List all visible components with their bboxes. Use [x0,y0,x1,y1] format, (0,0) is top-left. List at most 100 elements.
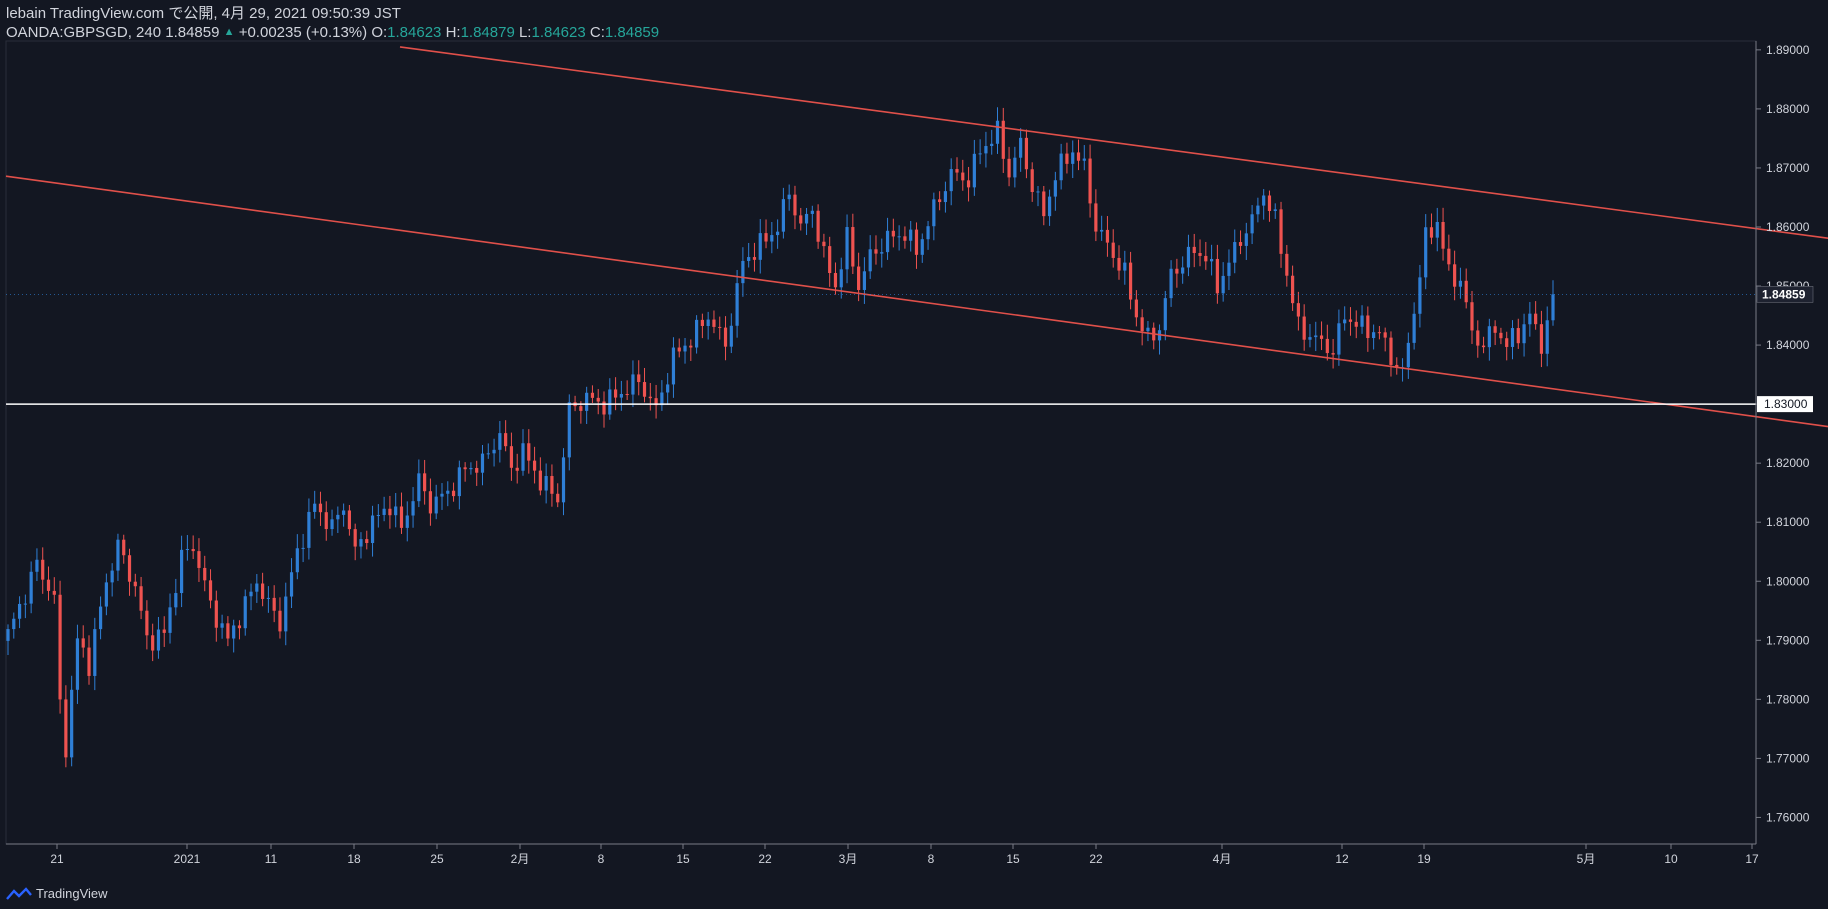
time-tick-label: 22 [758,852,772,866]
candle-body [208,580,213,601]
symbol-label[interactable]: OANDA:GBPSGD, 240 [6,24,162,41]
candle-body [1169,268,1173,299]
candle-body [851,227,855,267]
candle-body [1510,328,1515,347]
candle-body [1453,264,1457,287]
time-tick-label: 25 [430,852,444,866]
candle-body [486,453,490,455]
candle-body [1389,337,1393,365]
time-tick-label: 19 [1417,852,1431,866]
candle-body [1244,233,1248,246]
time-tick-label: 2021 [174,852,201,866]
footer-brand[interactable]: TradingView [6,886,108,901]
up-arrow-icon: ▲ [223,26,235,38]
candle-body [666,384,670,393]
candle-body [376,514,380,516]
candle-body [289,572,294,597]
candle-body [1429,227,1434,238]
candle-body [926,226,930,240]
candle-body [492,449,496,454]
candle-body [1204,255,1208,262]
price-tick-label: 1.78000 [1766,692,1810,706]
candle-body [1476,330,1480,346]
candle-body [1227,262,1231,276]
trendlines[interactable] [5,46,1828,428]
candle-body [336,514,340,520]
candle-body [1424,227,1428,278]
time-tick-label: 5月 [1577,852,1596,866]
candle-body [874,249,878,254]
chart-header: lebain TradingView.com で公開, 4月 29, 2021 … [6,5,659,42]
candle-body [1377,332,1382,334]
candle-body [862,271,867,290]
candle-body [1296,303,1300,317]
candle-body [1175,268,1179,274]
candle-body [226,623,230,639]
candle-body [532,460,537,471]
channel-lower-trendline[interactable] [5,175,1828,428]
candle-body [509,446,514,468]
candle-body [156,629,161,651]
candle-body [1273,209,1277,212]
candle-body [1325,338,1329,354]
candle-body [631,374,635,395]
candle-body [637,374,641,383]
candle-body [1412,313,1416,343]
candle-body [1024,137,1029,170]
price-tick-label: 1.76000 [1766,810,1810,824]
candle-body [1487,326,1491,348]
candle-body [521,443,525,471]
time-axis[interactable]: 21 2021 11 18 25 2月 8 15 22 3月 8 15 22 4月 12 19 5月 10 17 [6,843,1759,866]
candle-body [440,493,444,497]
tradingview-logo-icon [6,886,32,900]
candle-body [197,551,201,568]
candle-body [1383,332,1387,338]
price-tick-label: 1.80000 [1766,574,1810,588]
candle-body [990,143,994,147]
candle-body [1291,275,1295,304]
publish-info: lebain TradingView.com で公開, 4月 29, 2021 … [6,5,401,22]
candle-body [1030,169,1034,193]
candle-body [475,467,479,473]
candle-body [833,273,838,288]
candle-body [174,593,178,608]
candle-body [590,392,595,398]
candle-body [232,625,236,639]
candle-body [1082,158,1086,161]
candle-body [1331,353,1335,355]
candle-body [1505,338,1509,347]
candles [6,107,1555,768]
candle-body [567,402,571,458]
candle-body [480,453,485,473]
candle-body [1493,326,1497,333]
candle-body [284,596,288,632]
high-label: H: [445,24,461,41]
candle-body [463,467,467,470]
close-label: C: [589,24,605,41]
low-label: L: [518,24,532,41]
candle-body [1267,195,1272,212]
candle-body [330,519,334,530]
candle-body [544,476,548,491]
candle-body [243,596,247,629]
candle-body [1105,229,1110,243]
candle-body [897,236,901,238]
candle-body [561,457,566,503]
price-axis[interactable]: 1.890001.880001.870001.860001.850001.840… [6,41,1814,844]
candle-body [46,579,51,591]
channel-upper-trendline[interactable] [399,46,1828,240]
price-change: +0.00235 (+0.13%) [238,24,368,41]
candle-body [12,618,16,630]
candle-body [139,586,143,611]
candle-body [845,227,849,270]
brand-label: TradingView [36,886,108,901]
candle-body [434,496,438,514]
candle-body [729,325,733,347]
candle-body [810,210,814,214]
candle-body [961,172,965,181]
candle-body [995,120,1000,144]
price-tick-label: 1.88000 [1766,102,1810,116]
candle-body [41,559,45,580]
candle-body [1464,280,1468,303]
